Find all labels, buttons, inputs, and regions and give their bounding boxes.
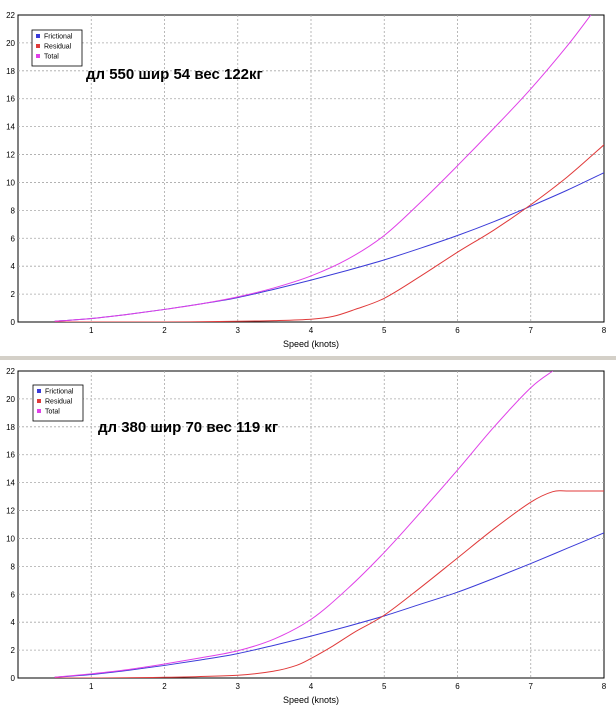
x-tick-label: 5 (382, 326, 387, 335)
x-tick-label: 3 (236, 682, 241, 691)
x-tick-label: 1 (89, 682, 94, 691)
series-line-residual (54, 490, 604, 678)
legend-swatch (36, 54, 40, 58)
y-tick-label: 0 (11, 318, 16, 327)
legend-box (31, 29, 83, 67)
y-tick-label: 0 (11, 674, 16, 683)
x-tick-label: 6 (455, 326, 460, 335)
legend-swatch (37, 389, 41, 393)
legend-box (32, 384, 84, 422)
legend-swatch (36, 34, 40, 38)
y-tick-label: 10 (6, 178, 15, 187)
x-tick-label: 7 (529, 326, 534, 335)
series-line-frictional (54, 532, 604, 678)
x-tick-label: 8 (602, 326, 607, 335)
x-tick-label: 4 (309, 326, 314, 335)
y-tick-label: 2 (11, 646, 16, 655)
y-tick-label: 4 (11, 618, 16, 627)
x-tick-label: 2 (162, 326, 167, 335)
x-tick-label: 5 (382, 682, 387, 691)
y-tick-label: 22 (6, 367, 15, 376)
series-line-total (54, 15, 592, 322)
chart-annotation: дл 550 шир 54 вес 122кг (86, 66, 263, 83)
chart-annotation: дл 380 шир 70 вес 119 кг (98, 419, 278, 436)
y-tick-label: 4 (11, 262, 16, 271)
legend-label: Frictional (44, 34, 73, 41)
legend-label: Residual (44, 44, 72, 51)
legend-label: Residual (45, 399, 73, 406)
y-tick-label: 20 (6, 39, 15, 48)
grid-lines (18, 371, 604, 678)
x-tick-label: 1 (89, 326, 94, 335)
series-line-residual (54, 144, 604, 322)
y-tick-label: 10 (6, 534, 15, 543)
x-tick-label: 7 (529, 682, 534, 691)
legend-swatch (37, 409, 41, 413)
x-tick-label: 6 (455, 682, 460, 691)
y-tick-label: 16 (6, 451, 15, 460)
y-tick-label: 20 (6, 395, 15, 404)
legend-swatch (36, 44, 40, 48)
series-line-total (54, 371, 554, 678)
y-tick-label: 14 (6, 123, 15, 132)
y-tick-label: 2 (11, 290, 16, 299)
legend-swatch (37, 399, 41, 403)
legend: Frictional Residual Total (31, 29, 83, 67)
chart-panel-bottom: 0 2 4 6 8 10 12 14 16 18 20 22 1 2 3 4 5 6 7 8 Speed (knots)… (0, 360, 616, 718)
legend: Frictional Residual Total (32, 384, 84, 422)
y-tick-label: 6 (11, 234, 16, 243)
x-tick-label: 4 (309, 682, 314, 691)
chart-panel-top: 0 2 4 6 8 10 12 14 16 18 20 22 1 2 3 4 5 6 7 8 Speed (knots)… (0, 0, 616, 356)
legend-label: Frictional (45, 389, 74, 396)
y-tick-label: 8 (11, 206, 16, 215)
y-tick-label: 14 (6, 479, 15, 488)
y-tick-label: 16 (6, 95, 15, 104)
y-tick-label: 6 (11, 590, 16, 599)
x-tick-label: 8 (602, 682, 607, 691)
y-tick-label: 12 (6, 151, 15, 160)
x-tick-label: 2 (162, 682, 167, 691)
legend-label: Total (44, 54, 59, 61)
y-tick-label: 22 (6, 11, 15, 20)
legend-label: Total (45, 409, 60, 416)
y-tick-label: 18 (6, 67, 15, 76)
grid-lines (18, 15, 604, 322)
x-axis-title: Speed (knots) (283, 339, 339, 349)
x-tick-label: 3 (236, 326, 241, 335)
x-axis-title: Speed (knots) (283, 695, 339, 705)
y-tick-label: 12 (6, 507, 15, 516)
y-tick-label: 18 (6, 423, 15, 432)
y-tick-label: 8 (11, 562, 16, 571)
